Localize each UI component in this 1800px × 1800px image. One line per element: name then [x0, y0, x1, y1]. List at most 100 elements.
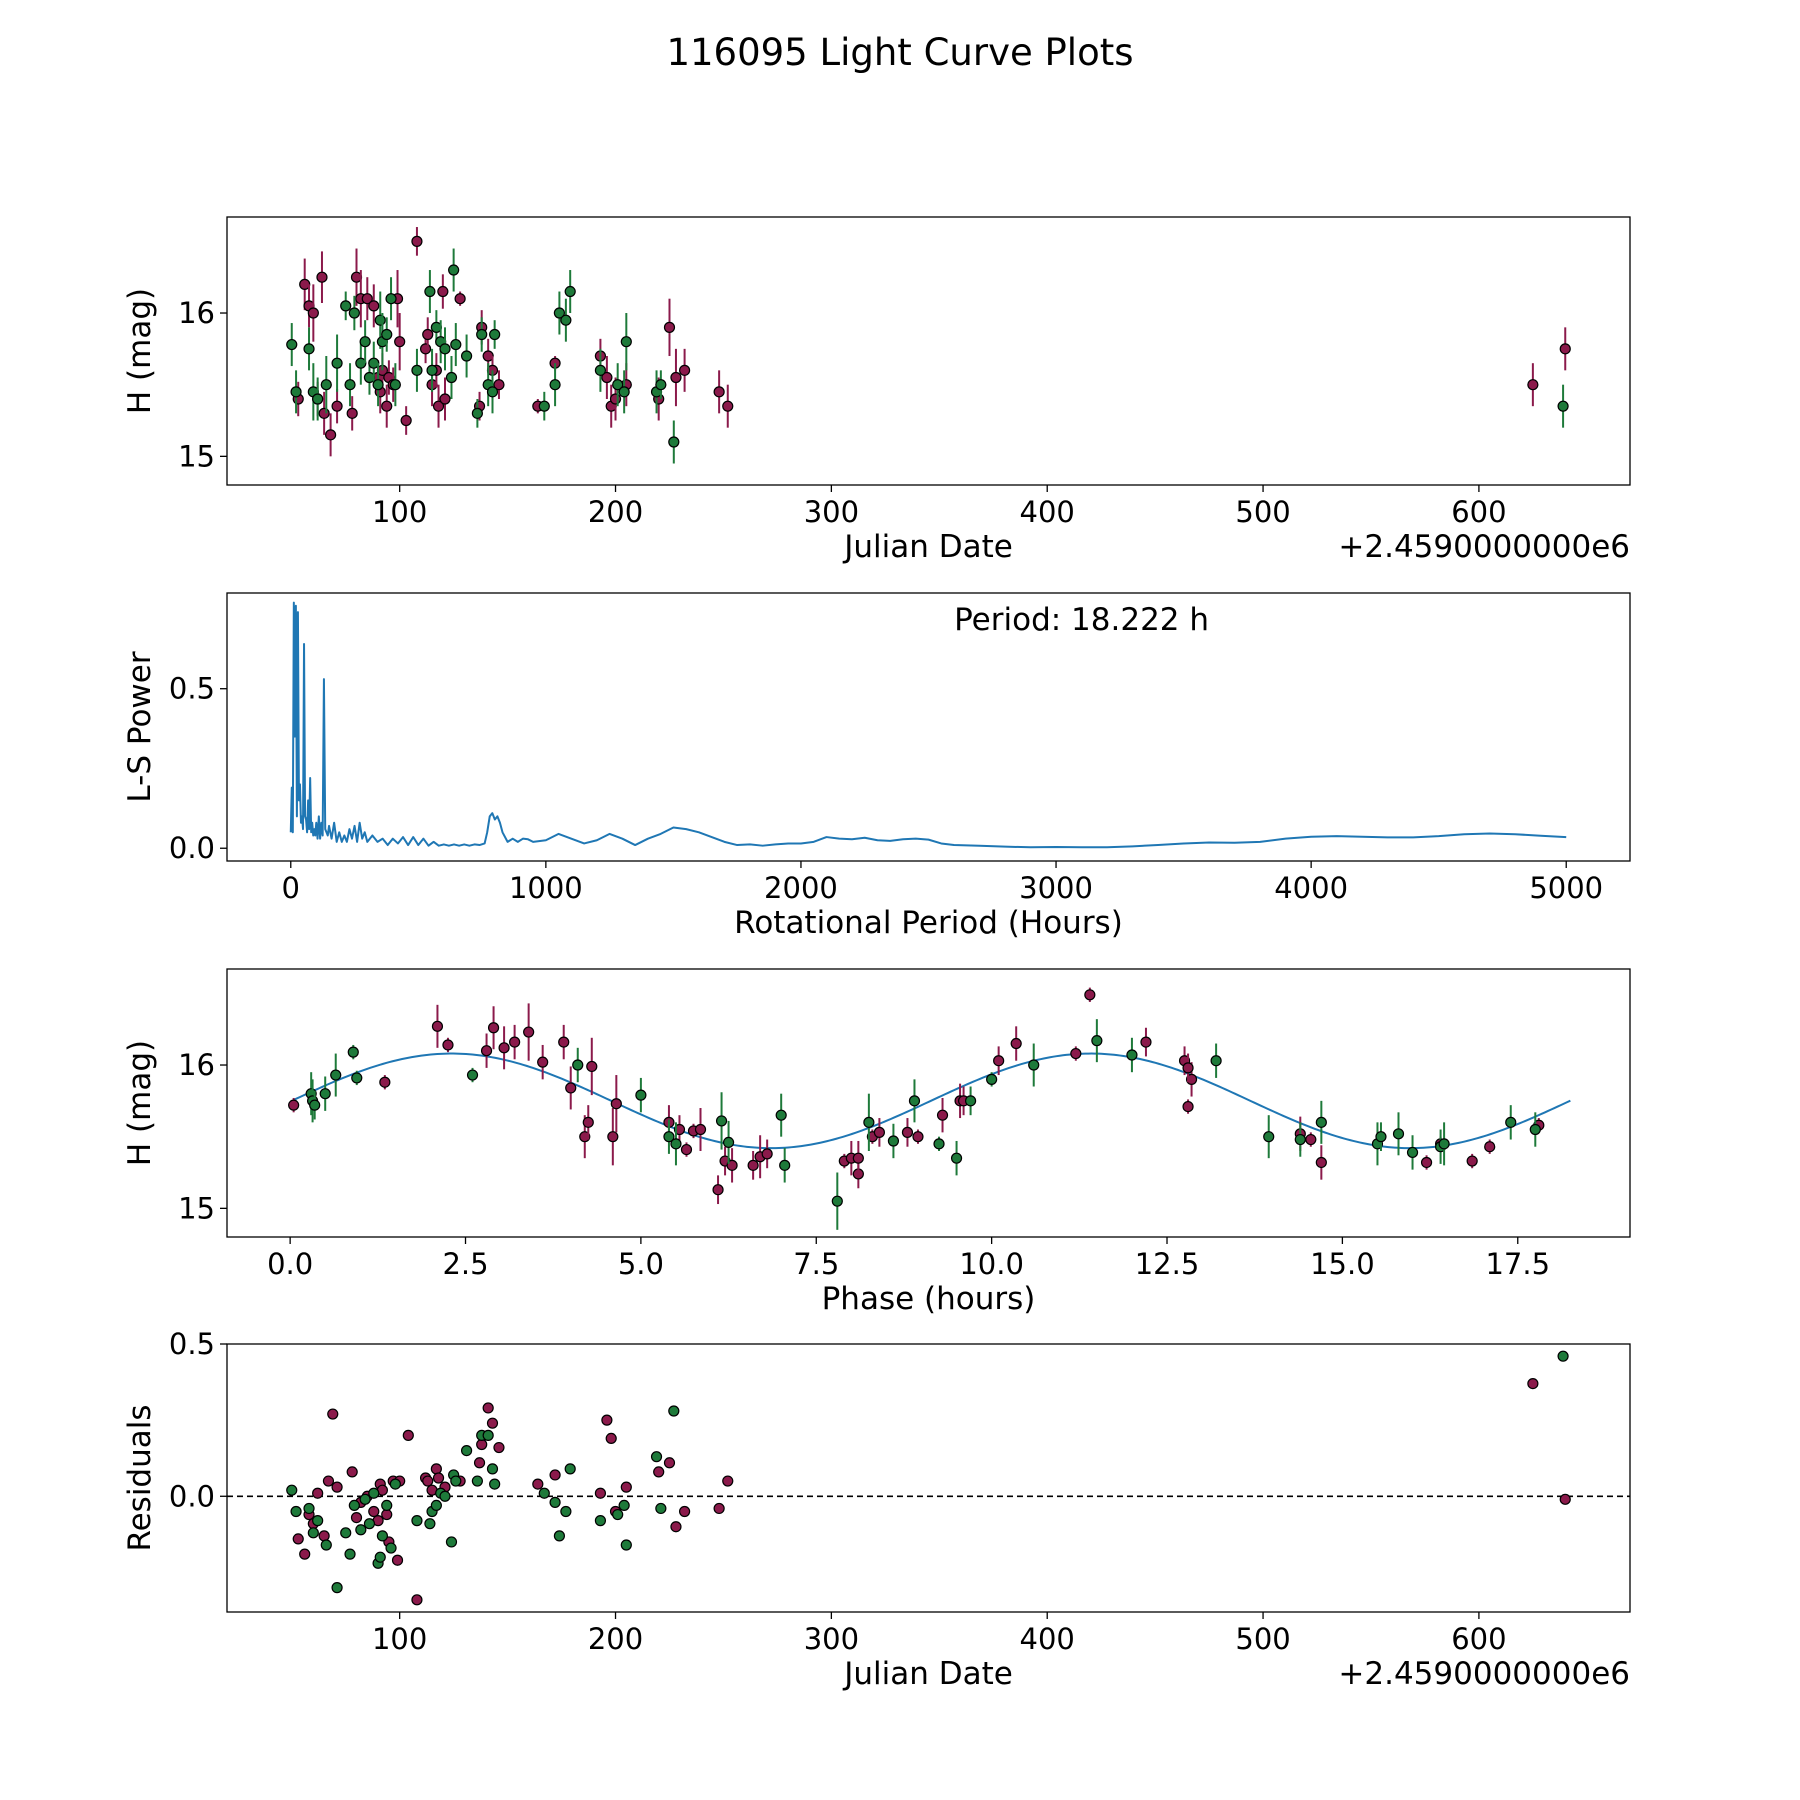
- data-point-magenta: [678, 364, 691, 376]
- y-tick-label: 15: [178, 439, 215, 473]
- data-point-green: [466, 1069, 479, 1081]
- data-point-magenta: [558, 1036, 570, 1048]
- period-annotation: Period: 18.222 h: [954, 602, 1209, 638]
- phase-ylabel: H (mag): [122, 1040, 158, 1166]
- data-point-green: [448, 264, 460, 276]
- data-point-magenta: [726, 1159, 738, 1171]
- data-point-green: [553, 1530, 566, 1542]
- data-point-magenta: [381, 1508, 393, 1521]
- periodogram-frame: [226, 592, 1631, 862]
- data-point-green: [722, 1136, 735, 1149]
- x-tick-label: 12.5: [1135, 1247, 1200, 1281]
- data-point-magenta: [1084, 989, 1096, 1001]
- data-point-green: [549, 1496, 561, 1508]
- data-point-magenta: [1315, 1156, 1327, 1169]
- data-point-green: [286, 338, 298, 351]
- data-point-green: [560, 314, 572, 326]
- data-point-magenta: [322, 1475, 335, 1487]
- data-point-magenta: [670, 1521, 682, 1533]
- data-point-magenta: [402, 1429, 414, 1441]
- data-point-magenta: [509, 1036, 521, 1048]
- data-point-green: [964, 1095, 977, 1107]
- data-point-magenta: [288, 1099, 300, 1111]
- x-tick-label: 500: [1235, 495, 1290, 529]
- data-point-green: [430, 1499, 442, 1512]
- data-point-green: [424, 285, 436, 298]
- data-point-magenta: [1182, 1100, 1194, 1113]
- data-point-magenta: [1420, 1156, 1433, 1169]
- periodogram-xlabel: Rotational Period (Hours): [734, 905, 1123, 941]
- data-point-green: [489, 328, 501, 341]
- data-point-green: [908, 1095, 921, 1107]
- data-point-green: [460, 350, 473, 362]
- data-point-magenta: [1466, 1155, 1478, 1167]
- data-point-magenta: [361, 293, 373, 305]
- data-point-magenta: [400, 414, 412, 427]
- data-point-green: [355, 1524, 367, 1536]
- figure-title: 116095 Light Curve Plots: [666, 31, 1133, 74]
- x-tick-label: 0.0: [267, 1247, 313, 1281]
- x-tick-label: 4000: [1274, 871, 1348, 905]
- data-point-green: [340, 300, 352, 312]
- x-tick-label: 300: [804, 1622, 859, 1656]
- data-point-magenta: [325, 429, 337, 441]
- data-point-green: [331, 1582, 343, 1594]
- data-point-magenta: [346, 407, 358, 419]
- data-point-magenta: [318, 407, 330, 419]
- data-point-green: [1210, 1055, 1222, 1067]
- data-point-magenta: [1559, 1493, 1571, 1505]
- data-point-magenta: [620, 1481, 632, 1493]
- data-point-green: [663, 1131, 675, 1143]
- data-point-magenta: [368, 1505, 380, 1518]
- data-point-magenta: [1182, 1062, 1194, 1074]
- data-point-magenta: [873, 1126, 885, 1138]
- data-point-green: [620, 336, 632, 348]
- data-point-magenta: [473, 1457, 486, 1469]
- y-tick-label: 16: [178, 296, 215, 330]
- data-point-magenta: [350, 1511, 363, 1524]
- data-point-magenta: [722, 400, 734, 412]
- data-point-green: [460, 1444, 473, 1457]
- periodogram-ylabel: L-S Power: [122, 651, 158, 802]
- data-point-green: [363, 1518, 376, 1530]
- data-point-green: [1263, 1131, 1275, 1143]
- residuals-offset-label: +2.4590000000e6: [1338, 1656, 1630, 1692]
- x-tick-label: 7.5: [793, 1247, 839, 1281]
- data-point-green: [775, 1109, 787, 1121]
- data-point-green: [374, 314, 386, 326]
- data-point-magenta: [712, 1184, 724, 1196]
- data-point-magenta: [586, 1060, 598, 1073]
- data-point-green: [330, 1069, 342, 1081]
- data-point-magenta: [442, 1039, 454, 1051]
- x-tick-label: 2000: [764, 871, 838, 905]
- data-point-magenta: [713, 386, 725, 398]
- data-point-green: [381, 1499, 393, 1512]
- data-point-green: [344, 379, 356, 391]
- data-point-green: [411, 364, 423, 376]
- data-point-magenta: [1140, 1036, 1152, 1048]
- residuals-plot-area: [227, 1350, 1630, 1606]
- data-point-green: [331, 357, 343, 369]
- data-point-magenta: [1527, 1377, 1539, 1390]
- data-point-magenta: [480, 1045, 493, 1057]
- x-tick-label: 200: [588, 495, 643, 529]
- data-point-magenta: [713, 1502, 725, 1515]
- data-point-magenta: [601, 371, 613, 384]
- data-point-green: [863, 1116, 875, 1128]
- lightcurve-plot-area: [286, 227, 1571, 464]
- data-point-green: [359, 336, 371, 348]
- data-point-magenta: [1559, 343, 1571, 355]
- data-point-green: [385, 293, 397, 305]
- data-point-green: [426, 364, 438, 376]
- data-point-magenta: [670, 371, 682, 384]
- data-point-green: [1557, 400, 1569, 412]
- data-point-green: [286, 1484, 298, 1496]
- data-point-magenta: [368, 300, 380, 312]
- data-point-magenta: [381, 400, 393, 412]
- data-point-magenta: [1185, 1073, 1198, 1085]
- data-point-green: [340, 1527, 352, 1539]
- data-point-green: [618, 1499, 630, 1512]
- data-point-green: [572, 1059, 584, 1071]
- data-point-green: [372, 379, 384, 391]
- data-point-magenta: [761, 1148, 773, 1160]
